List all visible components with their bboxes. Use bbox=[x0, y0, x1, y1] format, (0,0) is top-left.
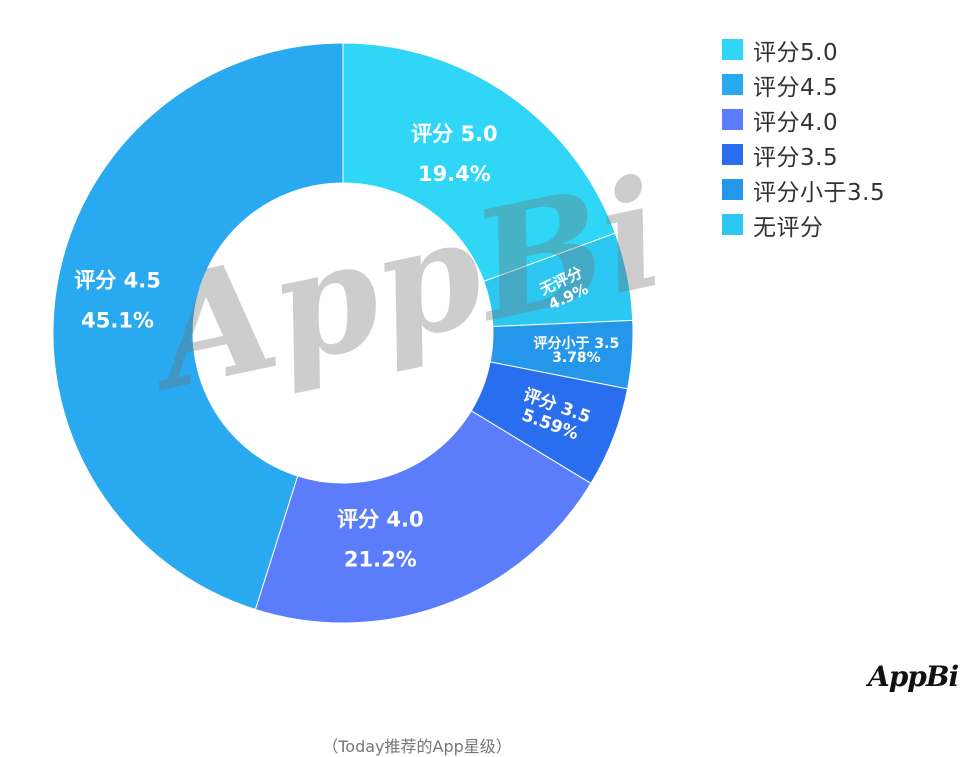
slice-percent-label: 21.2% bbox=[344, 547, 417, 571]
slice-name-label: 评分 4.5 bbox=[74, 268, 161, 292]
legend-item-无评分: 无评分 bbox=[722, 207, 885, 242]
legend-swatch bbox=[722, 179, 743, 200]
legend-item-评分3.5: 评分3.5 bbox=[722, 137, 885, 172]
legend-item-评分4.5: 评分4.5 bbox=[722, 67, 885, 102]
legend-swatch bbox=[722, 214, 743, 235]
donut-slices bbox=[52, 42, 634, 624]
chart-legend: 评分5.0 评分4.5 评分4.0 评分3.5 评分小于3.5 无评分 bbox=[722, 32, 885, 242]
legend-swatch bbox=[722, 74, 743, 95]
slice-评分4.0 bbox=[254, 410, 592, 624]
slice-label-评分小于3.5: 评分小于 3.53.78% bbox=[534, 336, 620, 366]
legend-swatch bbox=[722, 109, 743, 130]
legend-label: 评分3.5 bbox=[753, 144, 839, 171]
slice-评分5.0 bbox=[342, 42, 616, 282]
appbi-logo: AppBi bbox=[868, 660, 959, 693]
slice-label-评分4.0: 评分 4.0 21.2% bbox=[337, 507, 424, 571]
legend-item-评分5.0: 评分5.0 bbox=[722, 32, 885, 67]
chart-caption: （Today推荐的App星级） bbox=[322, 737, 512, 756]
slice-percent-label: 3.78% bbox=[552, 350, 601, 366]
legend-item-评分小于3.5: 评分小于3.5 bbox=[722, 172, 885, 207]
legend-label: 评分小于3.5 bbox=[753, 179, 886, 206]
legend-label: 评分4.5 bbox=[753, 74, 839, 101]
slice-name-label: 评分小于 3.5 bbox=[534, 336, 620, 352]
slice-percent-label: 45.1% bbox=[81, 308, 154, 332]
slice-percent-label: 19.4% bbox=[418, 162, 491, 186]
slice-name-label: 评分 4.0 bbox=[337, 507, 424, 531]
legend-label: 评分5.0 bbox=[753, 39, 839, 66]
legend-swatch bbox=[722, 144, 743, 165]
slice-label-评分4.5: 评分 4.5 45.1% bbox=[74, 268, 161, 332]
legend-swatch bbox=[722, 39, 743, 60]
slice-name-label: 评分 5.0 bbox=[411, 122, 498, 146]
legend-label: 无评分 bbox=[753, 214, 824, 241]
slice-评分4.5 bbox=[52, 42, 344, 611]
slice-label-评分5.0: 评分 5.0 19.4% bbox=[411, 122, 498, 186]
legend-label: 评分4.0 bbox=[753, 109, 839, 136]
legend-item-评分4.0: 评分4.0 bbox=[722, 102, 885, 137]
